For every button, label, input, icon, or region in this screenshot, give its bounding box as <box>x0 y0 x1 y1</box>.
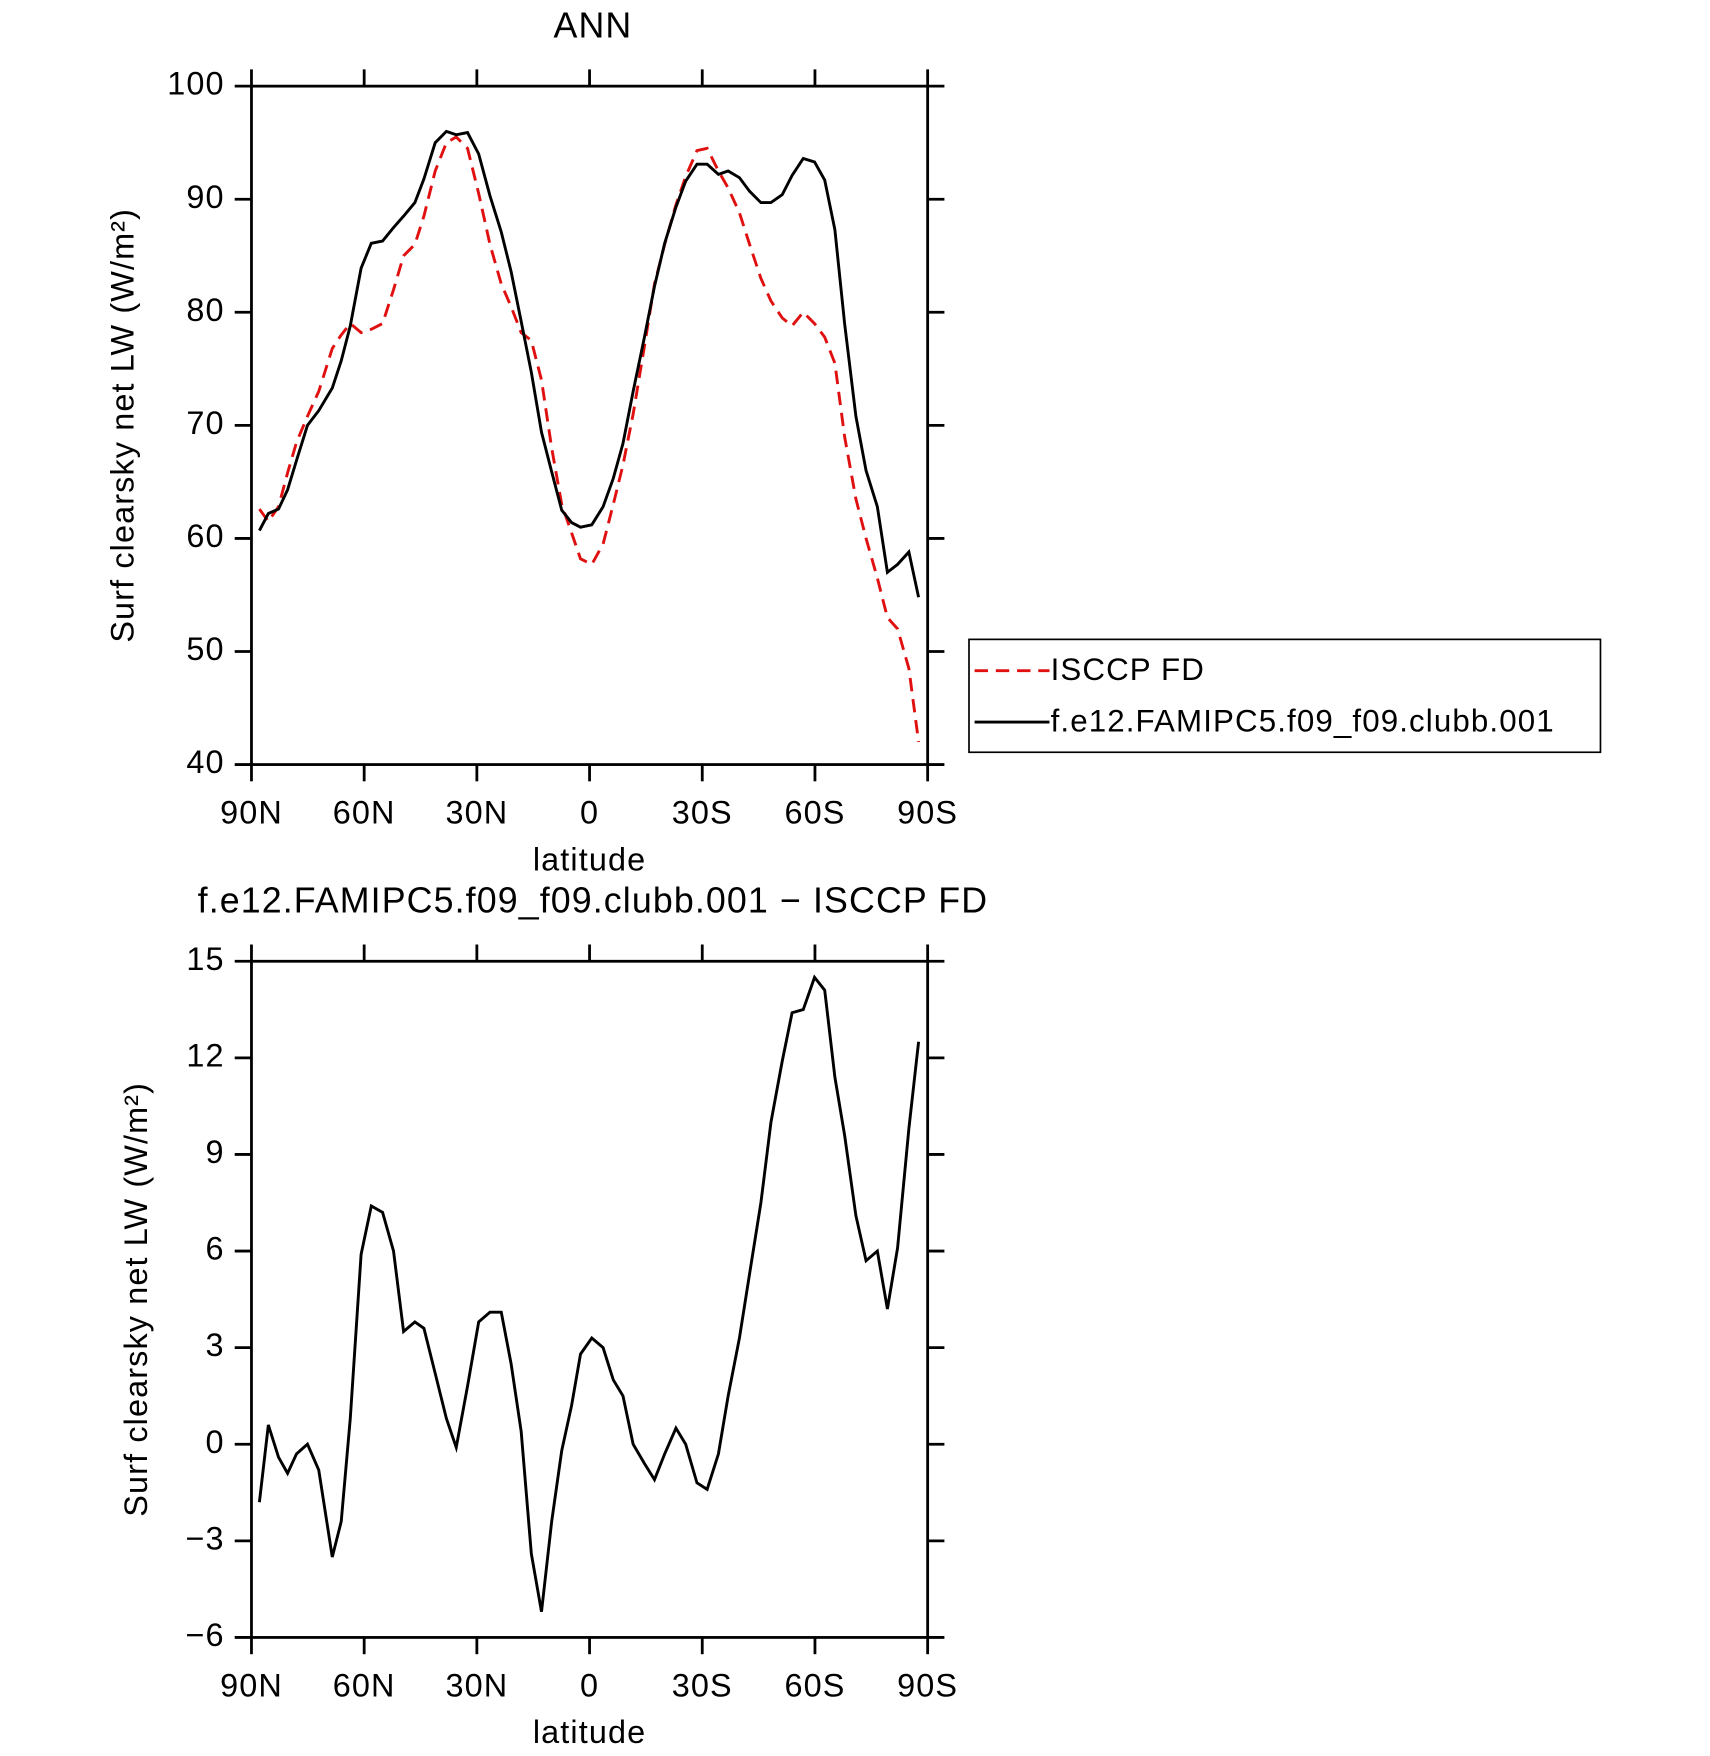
y-tick-label: 90 <box>186 179 224 215</box>
y-tick-label: −6 <box>185 1617 224 1653</box>
x-tick-label: 60N <box>333 1667 396 1703</box>
x-tick-label: 60N <box>333 794 396 830</box>
y-tick-label: 12 <box>186 1037 224 1073</box>
y-tick-label: 6 <box>206 1231 225 1267</box>
y-tick-label: 15 <box>186 941 224 977</box>
data-line <box>258 129 921 598</box>
y-tick-label: 9 <box>206 1134 225 1170</box>
legend-label: ISCCP FD <box>1051 652 1205 687</box>
y-tick-label: 60 <box>186 518 224 554</box>
x-tick-label: 30S <box>672 1667 733 1703</box>
x-tick-label: 90S <box>897 1667 958 1703</box>
y-tick-label: 3 <box>206 1327 225 1363</box>
y-axis-label: Surf clearsky net LW (W/m²) <box>118 1082 154 1517</box>
x-tick-label: 30N <box>445 794 508 830</box>
chart-title: ANN <box>553 5 632 45</box>
x-tick-label: 0 <box>580 794 599 830</box>
plot-frame <box>250 959 930 1639</box>
x-axis-label: latitude <box>533 1714 646 1750</box>
y-tick-label: 50 <box>186 631 224 667</box>
data-line <box>258 135 921 743</box>
chart-title: f.e12.FAMIPC5.f09_f09.clubb.001 − ISCCP … <box>198 881 988 921</box>
x-tick-label: 0 <box>580 1667 599 1703</box>
y-axis-label: Surf clearsky net LW (W/m²) <box>105 208 141 643</box>
legend-label: f.e12.FAMIPC5.f09_f09.clubb.001 <box>1051 703 1555 738</box>
y-tick-label: −3 <box>185 1520 224 1556</box>
x-tick-label: 90S <box>897 794 958 830</box>
data-line <box>257 974 921 1612</box>
legend-box <box>968 638 1602 754</box>
y-tick-label: 40 <box>186 744 224 780</box>
y-tick-label: 70 <box>186 405 224 441</box>
x-axis-label: latitude <box>533 841 646 877</box>
y-tick-label: 100 <box>167 66 224 102</box>
y-tick-label: 0 <box>206 1424 225 1460</box>
x-tick-label: 60S <box>784 1667 845 1703</box>
x-tick-label: 60S <box>784 794 845 830</box>
x-tick-label: 30S <box>672 794 733 830</box>
x-tick-label: 90N <box>220 794 283 830</box>
y-tick-label: 80 <box>186 292 224 328</box>
x-tick-label: 90N <box>220 1667 283 1703</box>
x-tick-label: 30N <box>445 1667 508 1703</box>
